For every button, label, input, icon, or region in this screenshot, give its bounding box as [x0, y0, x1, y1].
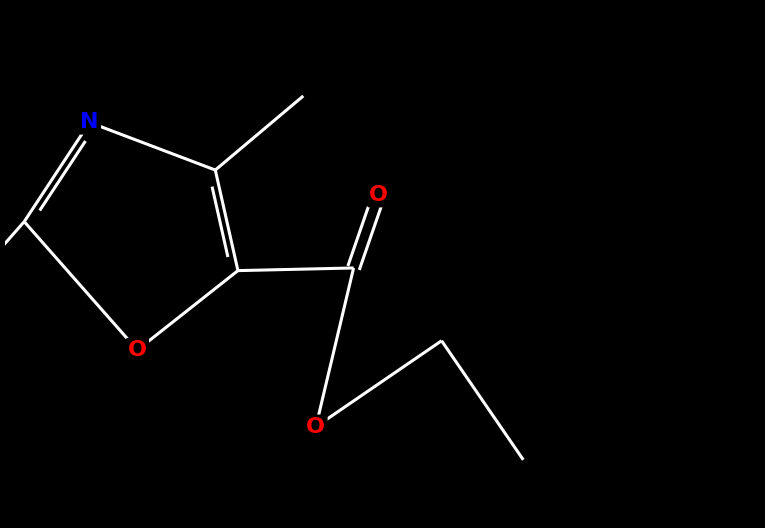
Text: O: O	[306, 417, 325, 437]
Text: O: O	[369, 185, 388, 205]
Text: O: O	[128, 340, 147, 360]
Text: N: N	[80, 112, 99, 133]
